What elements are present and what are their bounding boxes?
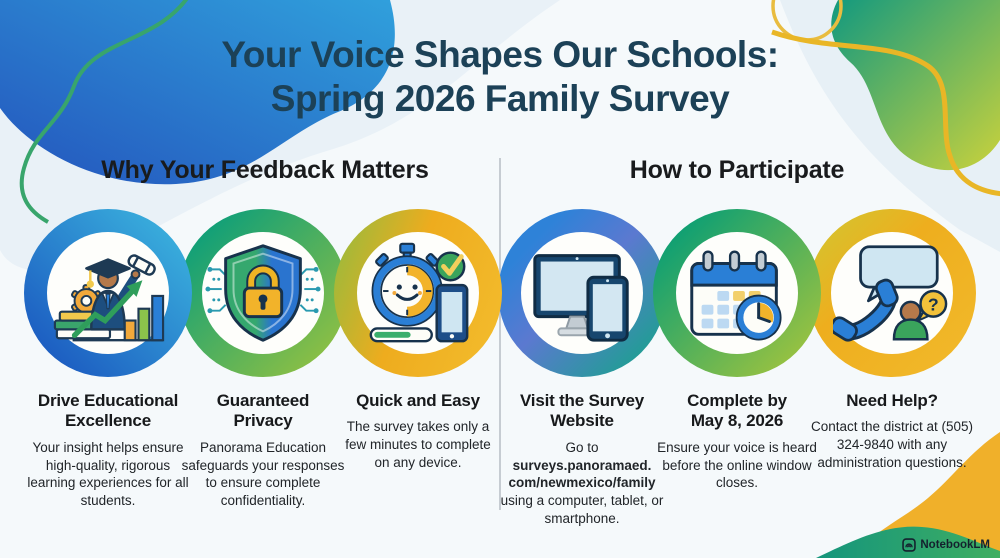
body-intro: Go to (565, 439, 599, 455)
column-heading: Drive Educational Excellence (37, 391, 179, 431)
ring-need-help: ? (808, 209, 976, 377)
green-curve-line (19, 0, 189, 224)
graduate-growth-icon (53, 254, 165, 342)
phone-chat-help-icon: ? (833, 245, 948, 342)
page-title-line1: Your Voice Shapes Our Schools: (221, 34, 779, 75)
column-heading: Guaranteed Privacy (216, 391, 310, 431)
column-complete-by-date: Complete by May 8, 2026 Ensure your voic… (653, 391, 821, 492)
notebooklm-logo-icon (902, 538, 917, 552)
column-need-help: Need Help? Contact the district at (505)… (806, 391, 978, 472)
column-body: Ensure your voice is heard before the on… (657, 439, 817, 491)
yellow-curve-line (771, 29, 1000, 197)
column-heading: Complete by May 8, 2026 (687, 391, 787, 431)
column-drive-educational-excellence: Drive Educational Excellence Your insigh… (22, 391, 194, 510)
column-body: The survey takes only a few minutes to c… (345, 419, 491, 471)
desktop-tablet-icon (533, 254, 629, 342)
column-quick-and-easy: Quick and Easy The survey takes only a f… (336, 391, 500, 472)
survey-url-line2: com/newmexico/family (508, 475, 656, 491)
green-wave-bottom-right (816, 526, 1000, 558)
ring-guaranteed-privacy (179, 209, 347, 377)
watermark: NotebookLM (902, 538, 990, 552)
ring-complete-by-date (653, 209, 821, 377)
ring-visit-survey-website (498, 209, 666, 377)
body-outro: using a computer, tablet, or smartphone. (500, 493, 664, 527)
column-guaranteed-privacy: Guaranteed Privacy Panorama Education sa… (181, 391, 345, 510)
column-heading: Visit the Survey Website (519, 391, 645, 431)
column-body: Your insight helps ensure high-quality, … (27, 439, 189, 509)
svg-text:?: ? (928, 295, 939, 315)
blue-blob-top-left (0, 0, 395, 185)
column-body: Contact the district at (505) 324-9840 w… (810, 419, 974, 471)
watermark-label: NotebookLM (920, 539, 990, 551)
stopwatch-smile-icon (369, 242, 469, 343)
ring-quick-and-easy (334, 209, 502, 377)
column-body: Panorama Education safeguards your respo… (181, 439, 345, 509)
yellow-blob-bottom-right (850, 432, 1000, 558)
column-heading: Need Help? (846, 391, 938, 410)
column-heading: Quick and Easy (356, 391, 480, 410)
survey-url-line1: surveys.panoramaed. (512, 457, 652, 473)
column-body: Go to surveys.panoramaed. com/newmexico/… (499, 439, 665, 528)
section-header-how-to-participate: How to Participate (629, 156, 845, 184)
section-divider (499, 158, 501, 510)
section-header-why-feedback-matters: Why Your Feedback Matters (101, 156, 429, 184)
page-title: Your Voice Shapes Our Schools: Spring 20… (0, 33, 1000, 122)
ring-drive-educational-excellence (24, 209, 192, 377)
calendar-clock-icon (690, 250, 782, 341)
column-visit-survey-website: Visit the Survey Website Go to surveys.p… (499, 391, 665, 528)
green-yellow-blob-top-right (831, 0, 1000, 171)
shield-lock-icon (205, 244, 321, 342)
page-title-line2: Spring 2026 Family Survey (270, 78, 730, 120)
